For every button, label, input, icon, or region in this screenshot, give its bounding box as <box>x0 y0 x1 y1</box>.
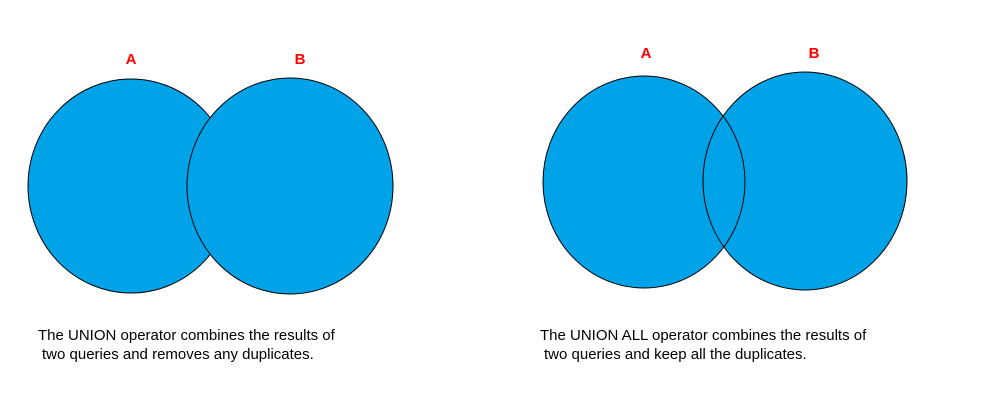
union-all-label-a: A <box>641 45 652 62</box>
union-caption-line-2: two queries and removes any duplicates. <box>42 346 314 363</box>
union-caption-line-1: The UNION operator combines the results … <box>38 327 335 344</box>
union-all-caption: The UNION ALL operator combines the resu… <box>540 326 866 364</box>
union-all-caption-line-2: two queries and keep all the duplicates. <box>544 346 807 363</box>
union-all-set-b-outline <box>702 71 908 291</box>
union-label-b: B <box>295 51 306 68</box>
union-all-set-a-outline <box>542 75 746 289</box>
union-all-set-b-fill <box>703 72 907 290</box>
union-all-set-a-fill <box>543 76 745 288</box>
union-label-a: A <box>126 51 137 68</box>
union-all-diagram: A B <box>542 45 908 291</box>
union-all-caption-line-1: The UNION ALL operator combines the resu… <box>540 327 867 344</box>
union-caption: The UNION operator combines the results … <box>38 326 335 364</box>
union-set-b-circle <box>186 77 394 295</box>
union-diagram: A B <box>27 51 394 295</box>
union-all-label-b: B <box>809 45 820 62</box>
